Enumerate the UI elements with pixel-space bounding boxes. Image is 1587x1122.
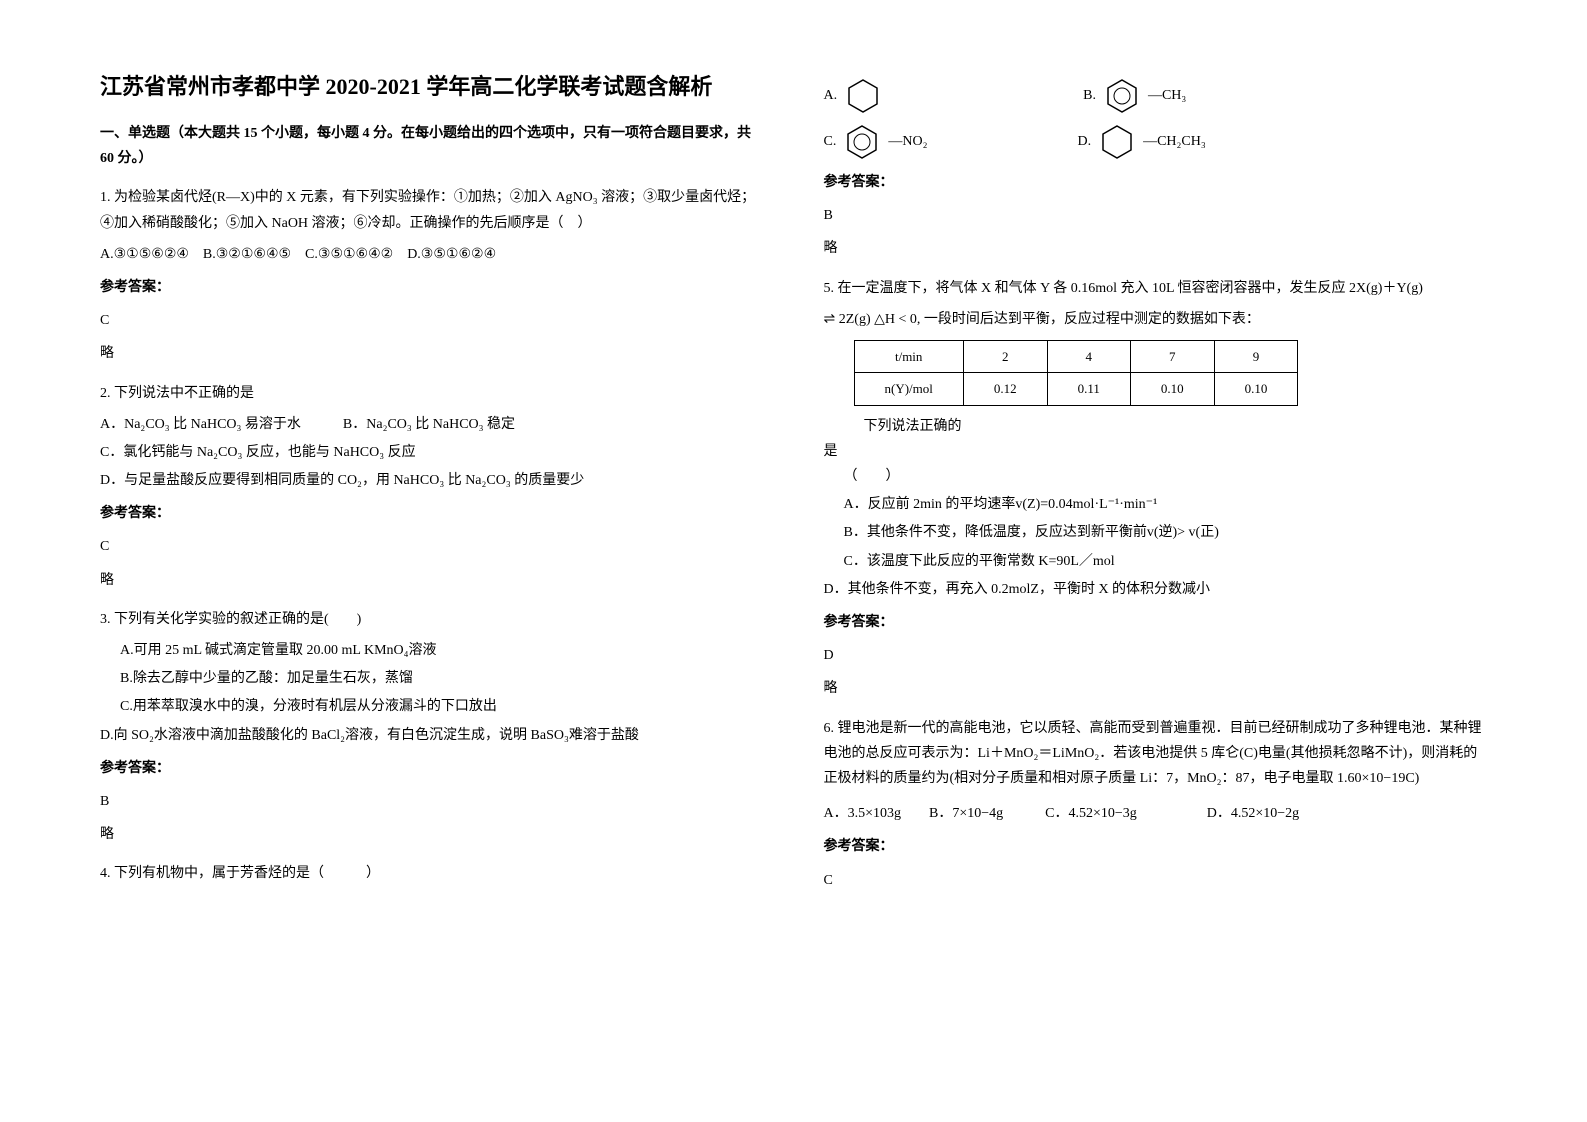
q5-table: t/min 2 4 7 9 n(Y)/mol 0.12 0.11 0.10 0.… (854, 340, 1299, 406)
q6-answer: C (824, 868, 1488, 893)
table-cell: 2 (963, 340, 1047, 372)
table-cell: 9 (1214, 340, 1298, 372)
right-column: A. B. —CH₃ C. —NO₂ D. —CH₂CH₃ 参考答案： B 略 … (824, 70, 1488, 1052)
q4-opt-d: D. —CH₂CH₃ (1077, 122, 1205, 162)
q2-opt-d: D．与足量盐酸反应要得到相同质量的 CO₂，用 NaHCO₃ 比 Na₂CO₃ … (100, 468, 764, 493)
q4-opt-c: C. —NO₂ (824, 122, 928, 162)
left-column: 江苏省常州市孝都中学 2020-2021 学年高二化学联考试题含解析 一、单选题… (100, 70, 764, 1052)
benzene-icon (842, 122, 882, 162)
q4-opt-b: B. —CH₃ (1083, 76, 1186, 116)
q2-stem: 2. 下列说法中不正确的是 (100, 381, 764, 406)
question-3: 3. 下列有关化学实验的叙述正确的是( ) A.可用 25 mL 碱式滴定管量取… (100, 607, 764, 848)
q3-answer: B (100, 789, 764, 814)
answer-label: 参考答案： (100, 756, 764, 781)
q3-stem: 3. 下列有关化学实验的叙述正确的是( ) (100, 607, 764, 632)
q4-label-b: B. (1083, 83, 1096, 108)
answer-label: 参考答案： (824, 170, 1488, 195)
q5-post3: （ ） (824, 464, 1488, 489)
doc-title: 江苏省常州市孝都中学 2020-2021 学年高二化学联考试题含解析 (100, 70, 764, 103)
q4-label-c: C. (824, 129, 837, 154)
answer-label: 参考答案： (100, 501, 764, 526)
q4-answer: B (824, 203, 1488, 228)
q5-opt-a: A．反应前 2min 的平均速率v(Z)=0.04mol·L⁻¹·min⁻¹ (824, 492, 1488, 517)
q3-opt-b: B.除去乙醇中少量的乙酸：加足量生石灰，蒸馏 (100, 666, 764, 691)
table-cell: 4 (1047, 340, 1130, 372)
q3-opt-d: D.向 SO₂水溶液中滴加盐酸酸化的 BaCl₂溶液，有白色沉淀生成，说明 Ba… (100, 723, 764, 748)
q4-label-a: A. (824, 83, 838, 108)
q2-opt-ab: A．Na₂CO₃ 比 NaHCO₃ 易溶于水 B．Na₂CO₃ 比 NaHCO₃… (100, 412, 764, 437)
question-6: 6. 锂电池是新一代的高能电池，它以质轻、高能而受到普遍重视．目前已经研制成功了… (824, 716, 1488, 893)
q5-post1: 下列说法正确的 (824, 414, 1488, 439)
answer-label: 参考答案： (824, 834, 1488, 859)
question-4-stem: 4. 下列有机物中，属于芳香烃的是（ ） (100, 861, 764, 886)
q5-brief: 略 (824, 676, 1488, 701)
table-cell: 0.10 (1130, 373, 1214, 405)
q1-answer: C (100, 308, 764, 333)
question-1: 1. 为检验某卤代烃(R—X)中的 X 元素，有下列实验操作：①加热；②加入 A… (100, 185, 764, 366)
q5-stem1: 5. 在一定温度下，将气体 X 和气体 Y 各 0.16mol 充入 10L 恒… (824, 276, 1488, 301)
cyclohexane-icon (1097, 122, 1137, 162)
table-cell: 7 (1130, 340, 1214, 372)
q4-options-row1: A. B. —CH₃ (824, 76, 1488, 116)
q6-options: A．3.5×103g B．7×10−4g C．4.52×10−3g D．4.52… (824, 801, 1488, 826)
q2-opt-c: C．氯化钙能与 Na₂CO₃ 反应，也能与 NaHCO₃ 反应 (100, 440, 764, 465)
q3-brief: 略 (100, 822, 764, 847)
q4-opt-a: A. (824, 76, 884, 116)
hexagon-icon (843, 76, 883, 116)
benzene-icon (1102, 76, 1142, 116)
answer-label: 参考答案： (100, 275, 764, 300)
q4-label-d: D. (1077, 129, 1091, 154)
table-cell: n(Y)/mol (854, 373, 963, 405)
question-2: 2. 下列说法中不正确的是 A．Na₂CO₃ 比 NaHCO₃ 易溶于水 B．N… (100, 381, 764, 593)
question-5: 5. 在一定温度下，将气体 X 和气体 Y 各 0.16mol 充入 10L 恒… (824, 276, 1488, 702)
q2-answer: C (100, 534, 764, 559)
table-cell: 0.11 (1047, 373, 1130, 405)
q5-opt-c: C．该温度下此反应的平衡常数 K=90L／mol (824, 549, 1488, 574)
q3-opt-c: C.用苯萃取溴水中的溴，分液时有机层从分液漏斗的下口放出 (100, 694, 764, 719)
q5-opt-b: B．其他条件不变，降低温度，反应达到新平衡前v(逆)> v(正) (824, 520, 1488, 545)
q5-post2: 是 (824, 439, 1488, 464)
q6-stem: 6. 锂电池是新一代的高能电池，它以质轻、高能而受到普遍重视．目前已经研制成功了… (824, 716, 1488, 792)
q2-brief: 略 (100, 568, 764, 593)
q4-text-c: —NO₂ (888, 129, 927, 154)
answer-label: 参考答案： (824, 610, 1488, 635)
q1-brief: 略 (100, 341, 764, 366)
table-row: n(Y)/mol 0.12 0.11 0.10 0.10 (854, 373, 1298, 405)
q4-options-row2: C. —NO₂ D. —CH₂CH₃ (824, 122, 1488, 162)
table-cell: t/min (854, 340, 963, 372)
q1-stem: 1. 为检验某卤代烃(R—X)中的 X 元素，有下列实验操作：①加热；②加入 A… (100, 185, 764, 235)
q4-text-b: —CH₃ (1148, 83, 1186, 108)
q5-stem2: ⇌ 2Z(g) △H < 0, 一段时间后达到平衡，反应过程中测定的数据如下表： (824, 307, 1488, 332)
section-heading: 一、单选题（本大题共 15 个小题，每小题 4 分。在每小题给出的四个选项中，只… (100, 121, 764, 171)
table-cell: 0.12 (963, 373, 1047, 405)
q5-opt-d: D．其他条件不变，再充入 0.2molZ，平衡时 X 的体积分数减小 (824, 577, 1488, 602)
q3-opt-a: A.可用 25 mL 碱式滴定管量取 20.00 mL KMnO₄溶液 (100, 638, 764, 663)
table-cell: 0.10 (1214, 373, 1298, 405)
q4-brief: 略 (824, 236, 1488, 261)
q4-text-d: —CH₂CH₃ (1143, 129, 1206, 154)
q4-stem: 4. 下列有机物中，属于芳香烃的是（ ） (100, 861, 764, 886)
q5-answer: D (824, 643, 1488, 668)
table-row: t/min 2 4 7 9 (854, 340, 1298, 372)
q1-options: A.③①⑤⑥②④ B.③②①⑥④⑤ C.③⑤①⑥④② D.③⑤①⑥②④ (100, 242, 764, 267)
